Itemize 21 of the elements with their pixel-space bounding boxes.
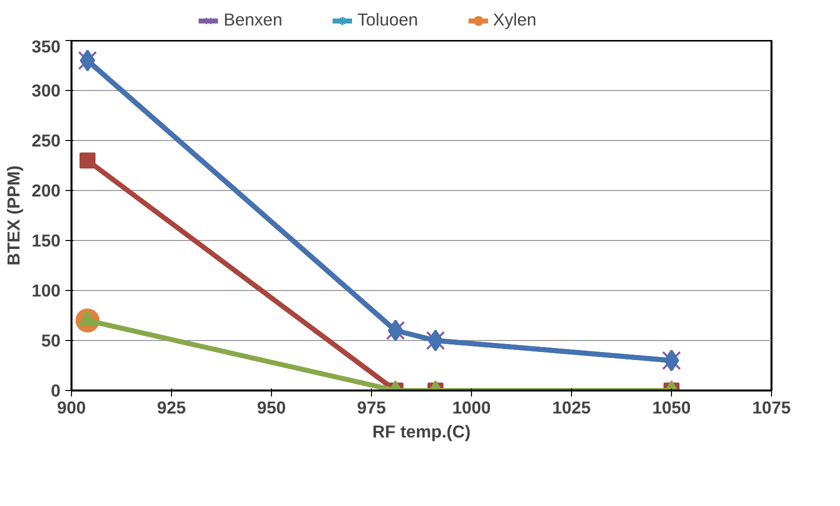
y-tick-label: 100	[32, 280, 61, 300]
x-tick-label: 925	[157, 398, 186, 418]
legend-label: Xylen	[493, 10, 536, 30]
y-tick-label: 200	[32, 180, 61, 200]
legend-label: Benxen	[224, 10, 282, 30]
y-tick-label: 300	[32, 80, 61, 100]
x-tick-label: 1025	[552, 398, 592, 418]
y-tick-label: 350	[32, 36, 61, 56]
y-tick-label: 0	[50, 380, 61, 400]
y-tick-label: 150	[32, 230, 61, 250]
y-tick-label: 250	[32, 130, 61, 150]
x-tick-label: 1000	[452, 398, 491, 418]
y-tick-label: 50	[41, 330, 61, 350]
x-tick-label: 900	[57, 398, 86, 418]
x-axis-title: RF temp.(C)	[372, 422, 471, 442]
y-axis-title: BTEX (PPM)	[4, 165, 24, 266]
x-tick-label: 1050	[652, 398, 691, 418]
x-tick-label: 975	[357, 398, 386, 418]
x-tick-label: 1075	[752, 398, 792, 418]
x-tick-label: 950	[257, 398, 286, 418]
legend-label: Toluoen	[357, 10, 418, 30]
